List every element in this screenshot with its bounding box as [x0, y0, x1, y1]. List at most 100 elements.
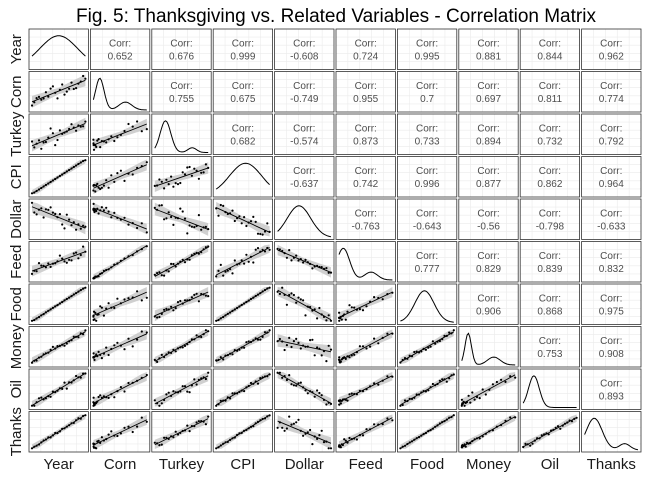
- scatter-point: [123, 129, 126, 133]
- panel-border: [519, 368, 581, 410]
- x-label-dollar: Dollar: [285, 456, 324, 473]
- scatter-point: [63, 260, 66, 263]
- scatter-point: [233, 219, 236, 223]
- scatter-point: [252, 339, 255, 342]
- scatter-point: [97, 350, 100, 353]
- scatter-point: [263, 417, 267, 420]
- scatter-point: [249, 297, 253, 301]
- scatter-point: [452, 373, 455, 376]
- scatter-point: [462, 400, 465, 403]
- fit-line: [31, 251, 86, 272]
- scatter-point: [358, 434, 361, 437]
- scatter-point: [77, 162, 80, 166]
- scatter-point: [391, 291, 394, 294]
- corr-label: Corr:: [416, 81, 438, 92]
- scatter-point: [47, 395, 50, 398]
- scatter-point: [247, 340, 250, 343]
- panel-grid-lines: [458, 29, 519, 70]
- panel-feed-corn: [90, 241, 151, 283]
- panel-dollar-corn: [90, 198, 151, 240]
- scatter-point: [93, 443, 96, 446]
- scatter-point: [399, 404, 402, 407]
- corr-label: Corr:: [416, 166, 438, 177]
- scatter-point: [338, 311, 341, 314]
- scatter-point: [566, 421, 569, 424]
- corr-label: Corr:: [416, 251, 438, 262]
- scatter-point: [243, 429, 246, 432]
- scatter-point: [37, 262, 41, 265]
- scatter-point: [350, 354, 353, 357]
- scatter-point: [339, 402, 342, 405]
- scatter-point: [373, 423, 376, 426]
- scatter-point: [495, 380, 498, 384]
- scatter-point: [408, 354, 411, 357]
- scatter-point: [207, 245, 210, 248]
- scatter-point: [263, 331, 267, 334]
- panel-border: [212, 283, 273, 325]
- scatter-point: [61, 83, 64, 86]
- scatter-point: [181, 385, 184, 388]
- scatter-point: [97, 212, 100, 215]
- scatter-point: [84, 329, 87, 332]
- scatter-point: [316, 317, 319, 320]
- fit-line: [31, 206, 86, 229]
- panel-border: [212, 156, 273, 198]
- scatter-point: [231, 309, 234, 312]
- x-label-food: Food: [410, 456, 444, 473]
- panel-feed-year: [28, 241, 89, 283]
- scatter-point: [35, 142, 38, 145]
- scatter-point: [450, 415, 453, 419]
- scatter-point: [443, 378, 446, 381]
- scatter-point: [51, 434, 55, 437]
- scatter-point: [179, 181, 182, 185]
- scatter-point: [37, 208, 41, 211]
- scatter-point: [222, 442, 225, 445]
- corr-value-feed-food: 0.777: [415, 264, 440, 275]
- scatter-point: [93, 210, 96, 214]
- scatter-point: [127, 223, 130, 226]
- panel-border: [581, 411, 642, 453]
- scatter-point: [415, 350, 418, 353]
- scatter-point: [127, 297, 130, 300]
- panel-border: [335, 241, 396, 283]
- scatter-point: [105, 141, 108, 144]
- scatter-point: [325, 360, 328, 363]
- scatter-point: [197, 378, 200, 381]
- scatter-point: [229, 352, 232, 355]
- corr-value-corn-money: 0.697: [476, 94, 501, 105]
- scatter-point: [79, 417, 82, 420]
- scatter-point: [420, 350, 423, 353]
- scatter-point: [174, 430, 177, 433]
- scatter-point: [79, 125, 82, 128]
- scatter-point: [226, 354, 229, 357]
- y-label-oil: Oil: [8, 380, 25, 398]
- panel-border: [335, 368, 396, 410]
- scatter-point: [94, 311, 97, 314]
- scatter-point: [434, 342, 437, 345]
- scatter-point: [100, 186, 103, 189]
- fit-line: [31, 372, 86, 406]
- scatter-point: [373, 296, 376, 299]
- scatter-point: [504, 419, 507, 422]
- scatter-point: [99, 272, 102, 275]
- scatter-point: [119, 386, 122, 389]
- scatter-point: [338, 356, 341, 359]
- scatter-point: [116, 341, 119, 344]
- scatter-point: [127, 337, 130, 340]
- panel-feed-money: Corr: 0.829: [458, 241, 519, 283]
- scatter-point: [40, 441, 43, 444]
- scatter-point: [163, 308, 166, 311]
- scatter-point: [119, 133, 122, 136]
- scatter-point: [254, 380, 257, 383]
- scatter-point: [417, 393, 421, 396]
- scatter-point: [145, 420, 148, 423]
- scatter-point: [406, 442, 409, 446]
- panel-border: [28, 326, 89, 368]
- scatter-point: [219, 399, 222, 402]
- panel-dollar-food: Corr: -0.643: [396, 198, 458, 240]
- scatter-point: [443, 334, 446, 337]
- scatter-point: [174, 350, 177, 353]
- scatter-point: [202, 293, 205, 296]
- panel-grid-lines: [520, 114, 580, 155]
- scatter-point: [281, 340, 284, 343]
